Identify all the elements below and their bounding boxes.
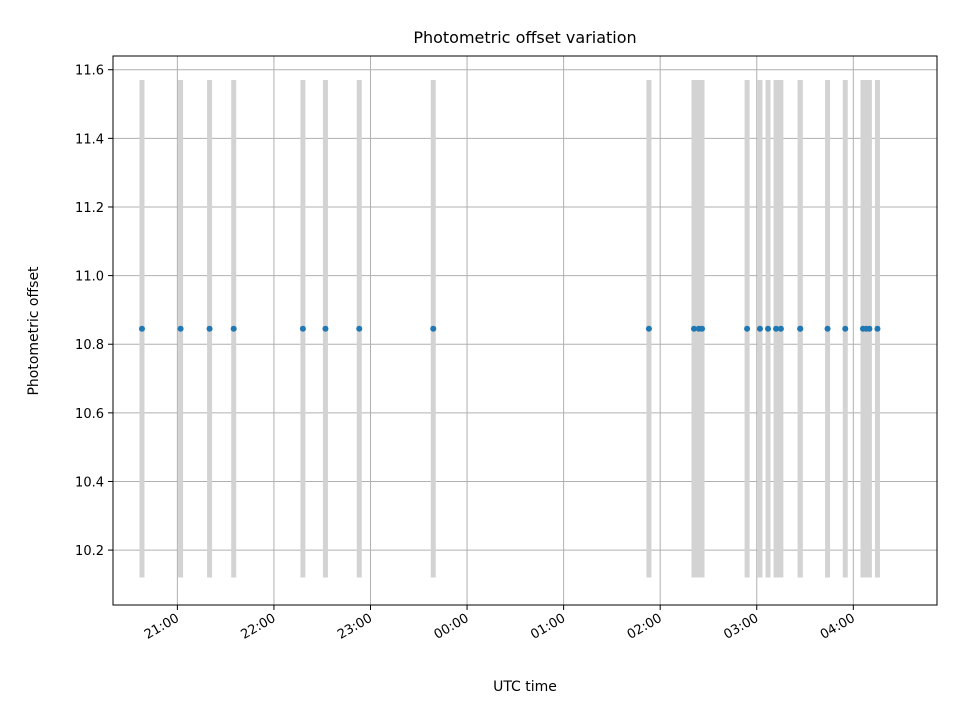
y-tick-label: 10.2 (75, 544, 104, 559)
data-point (777, 325, 784, 332)
y-ticks: 10.2 10.4 10.6 10.8 11.0 11.2 11.4 11.6 (75, 64, 113, 559)
data-point (356, 325, 363, 332)
data-point (744, 325, 751, 332)
data-point (690, 325, 697, 332)
y-tick-label: 11.4 (75, 132, 104, 147)
data-point (797, 325, 804, 332)
y-tick-label: 10.8 (75, 338, 104, 353)
data-point (756, 325, 763, 332)
data-point (138, 325, 145, 332)
data-points (138, 325, 881, 332)
y-axis-label: Photometric offset (26, 266, 42, 396)
data-point (177, 325, 184, 332)
data-point (842, 325, 849, 332)
y-tick-label: 11.6 (75, 64, 104, 79)
y-tick-label: 11.0 (75, 270, 104, 285)
data-point (699, 325, 706, 332)
y-tick-label: 11.2 (75, 201, 104, 216)
data-point (824, 325, 831, 332)
data-point (765, 325, 772, 332)
y-tick-label: 10.4 (75, 475, 104, 490)
y-tick-label: 10.6 (75, 407, 104, 422)
data-point (773, 325, 780, 332)
data-point (322, 325, 329, 332)
data-point (874, 325, 881, 332)
x-axis-label: UTC time (493, 679, 557, 695)
chart-title: Photometric offset variation (413, 28, 636, 47)
data-point (645, 325, 652, 332)
data-point (230, 325, 237, 332)
data-point (430, 325, 437, 332)
data-point (866, 325, 873, 332)
data-point (299, 325, 306, 332)
x-gridlines (176, 56, 854, 605)
plot-frame (112, 55, 938, 606)
data-point (206, 325, 213, 332)
